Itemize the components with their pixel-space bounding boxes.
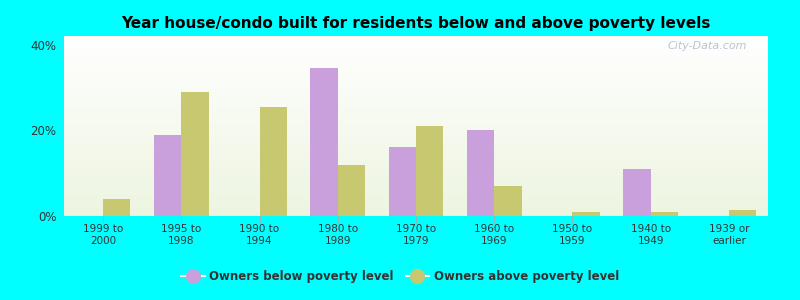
Bar: [650, 212, 678, 216]
Bar: [338, 165, 365, 216]
Bar: [467, 130, 494, 216]
Bar: [182, 92, 209, 216]
Bar: [494, 186, 522, 216]
Bar: [154, 135, 182, 216]
Bar: [729, 210, 756, 216]
Bar: [103, 199, 130, 216]
Text: City-Data.com: City-Data.com: [667, 41, 747, 51]
Bar: [573, 212, 600, 216]
Bar: [623, 169, 650, 216]
Bar: [389, 147, 416, 216]
Bar: [416, 126, 443, 216]
Legend: Owners below poverty level, Owners above poverty level: Owners below poverty level, Owners above…: [176, 266, 624, 288]
Bar: [310, 68, 338, 216]
Bar: [259, 107, 287, 216]
Title: Year house/condo built for residents below and above poverty levels: Year house/condo built for residents bel…: [122, 16, 710, 31]
